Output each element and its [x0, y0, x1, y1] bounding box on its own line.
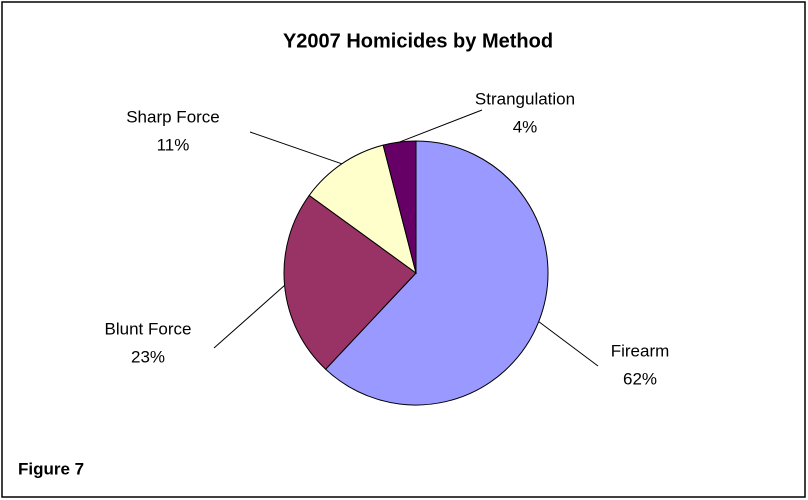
- pie-slice: [283, 194, 417, 370]
- leader-line: [213, 285, 285, 349]
- chart-title: Y2007 Homicides by Method: [283, 30, 553, 52]
- slice-value-label: 4%: [513, 117, 538, 136]
- slice-value-label: 62%: [623, 369, 657, 388]
- slice-value-label: 11%: [157, 135, 190, 154]
- leader-line: [399, 109, 483, 143]
- slice-label: Strangulation: [475, 89, 575, 108]
- leader-line: [249, 131, 342, 165]
- slice-label: Blunt Force: [105, 319, 192, 338]
- slice-label: Firearm: [611, 341, 670, 360]
- slice-value-label: 23%: [131, 347, 165, 366]
- leader-line: [538, 321, 599, 367]
- pie-slice: [308, 144, 417, 275]
- slice-label: Sharp Force: [126, 107, 220, 126]
- annotation: Figure 7: [18, 459, 84, 478]
